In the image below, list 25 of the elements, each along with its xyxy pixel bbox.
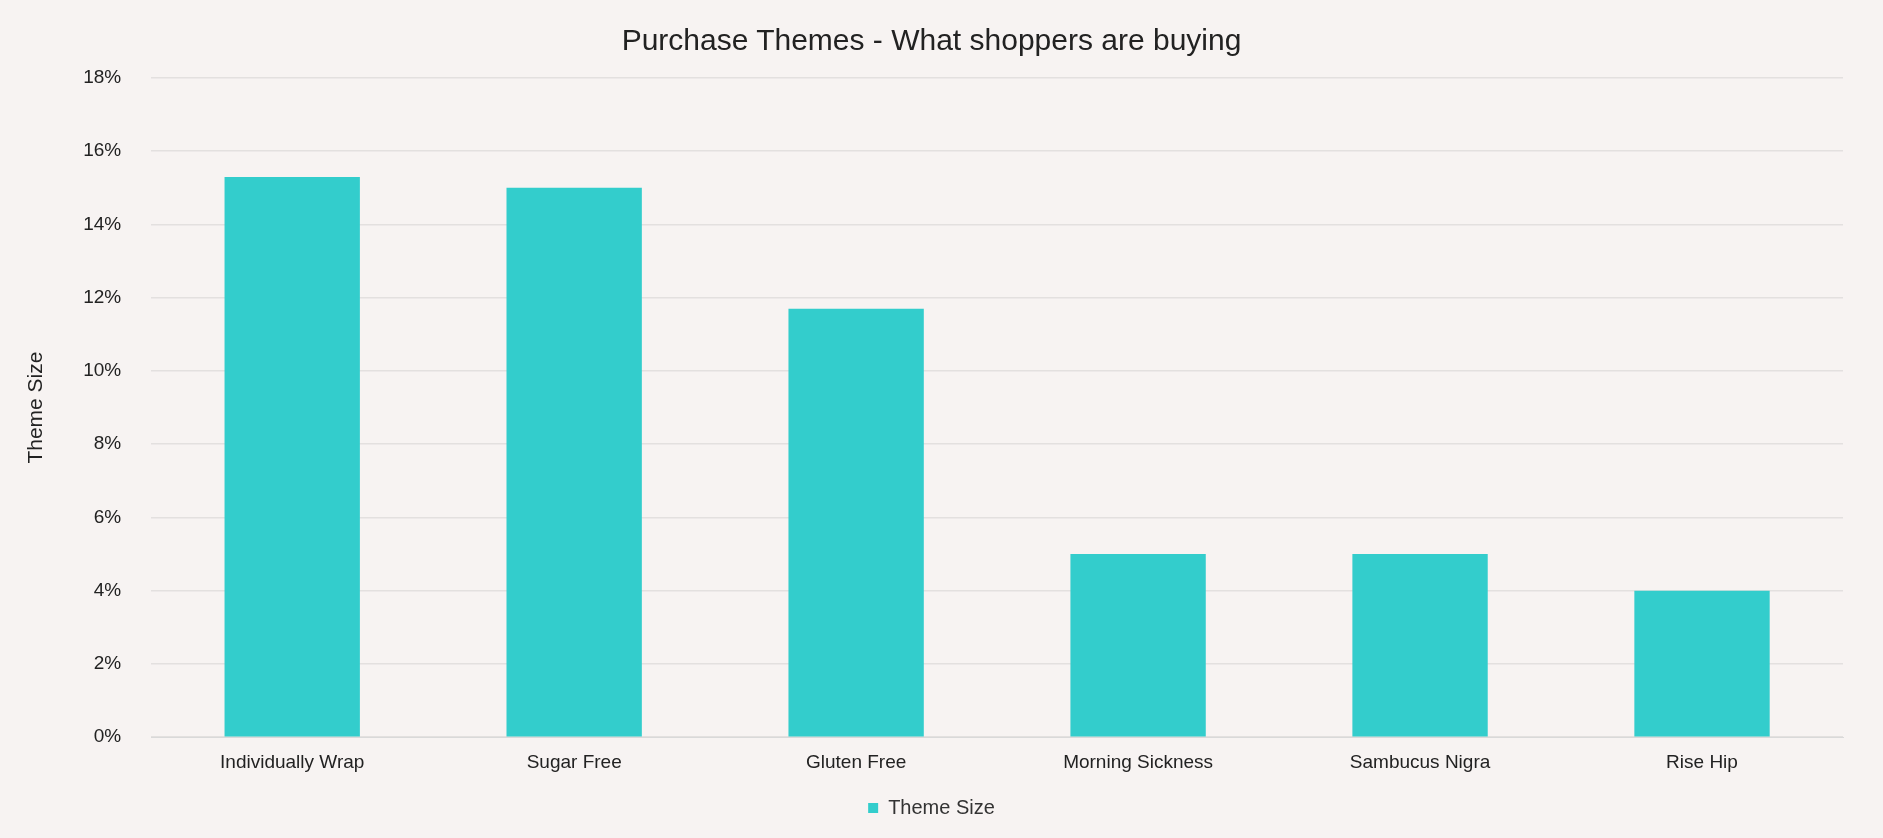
x-tick-label: Individually Wrap [220,750,365,772]
x-tick-label: Gluten Free [805,750,907,772]
bar [1070,554,1206,737]
y-tick-label: 8% [93,432,122,454]
y-tick-label: 12% [83,285,122,307]
bar [1634,590,1770,737]
y-tick-label: 2% [93,652,122,674]
y-tick-label: 16% [83,139,122,161]
y-tick-label: 10% [83,359,122,381]
y-tick-label: 0% [93,725,122,747]
legend-label: Theme Size [888,795,995,818]
x-tick-label: Morning Sickness [1063,750,1214,772]
y-tick-label: 4% [93,578,122,600]
bar [788,308,924,737]
x-tick-label: Sambucus Nigra [1349,750,1491,772]
x-tick-label: Rise Hip [1666,750,1738,772]
y-tick-label: 14% [83,212,122,234]
bar [224,176,360,737]
y-axis-title: Theme Size [23,351,47,464]
y-tick-label: 18% [83,66,122,88]
bar [1352,554,1488,737]
x-tick-label: Sugar Free [526,750,622,772]
chart-title: Purchase Themes - What shoppers are buying [621,23,1242,57]
y-tick-label: 6% [93,505,122,527]
bar [506,187,642,737]
